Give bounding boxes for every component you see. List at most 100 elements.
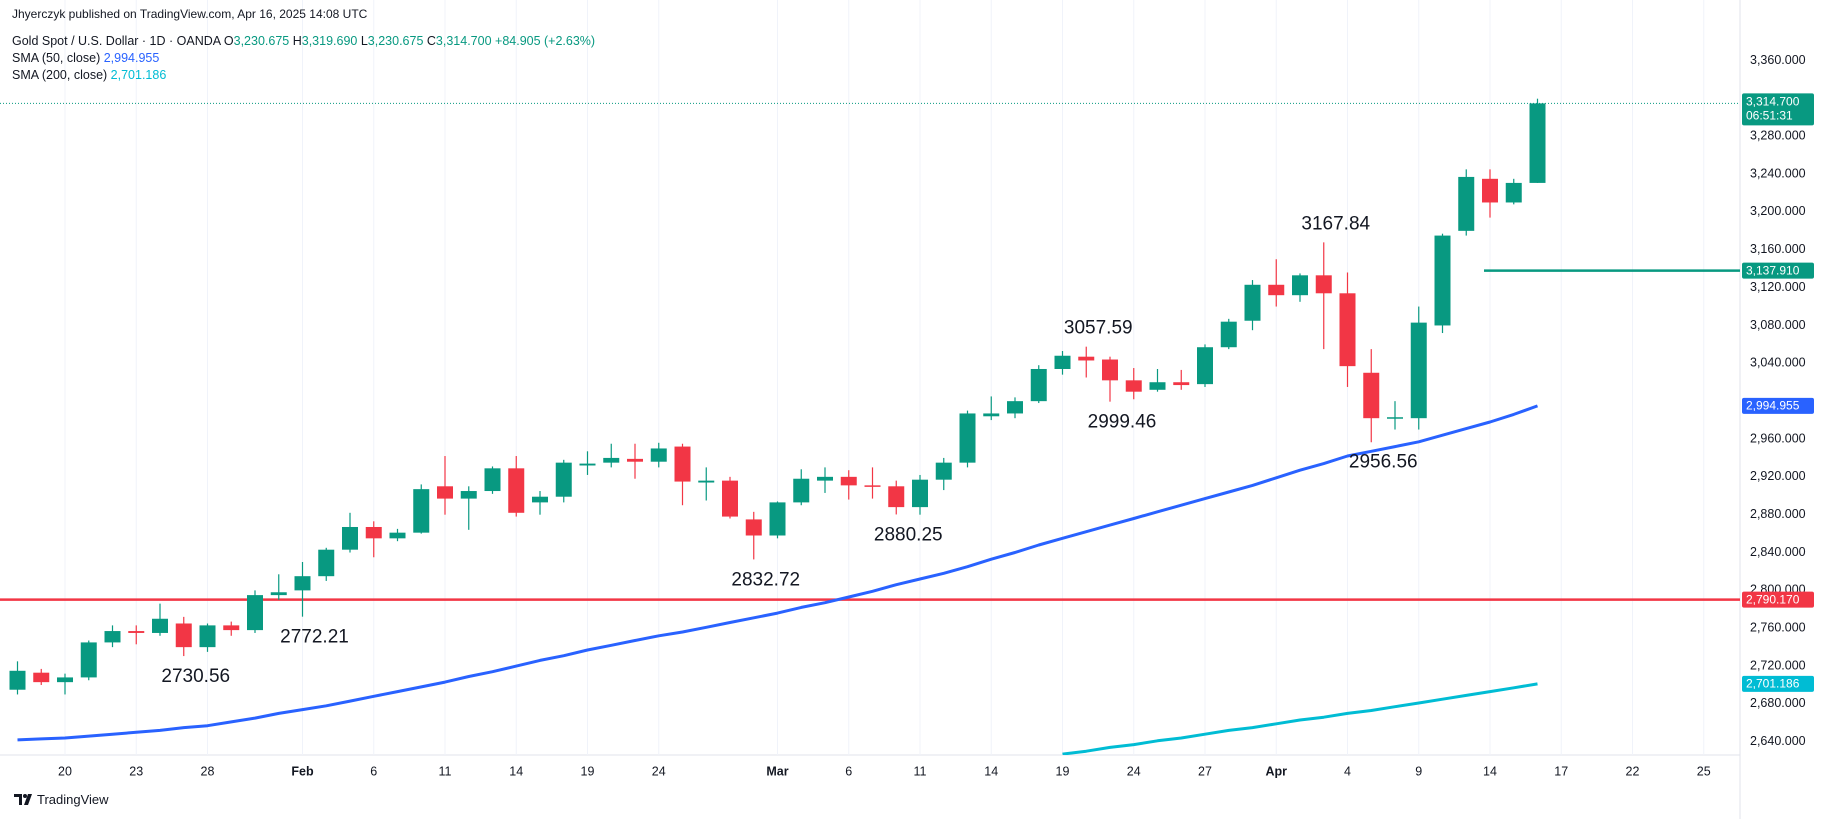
candle-body bbox=[817, 476, 833, 481]
x-tick-label: 14 bbox=[1483, 764, 1497, 778]
y-tick-label: 2,960.000 bbox=[1750, 431, 1806, 445]
y-tick-label: 3,280.000 bbox=[1750, 129, 1806, 143]
countdown-label: 06:51:31 bbox=[1746, 109, 1793, 123]
ohlc-value: 3,314.700 bbox=[435, 34, 492, 48]
y-tick-label: 2,920.000 bbox=[1750, 469, 1806, 483]
x-tick-label: Feb bbox=[291, 764, 314, 778]
plot bbox=[0, 102, 1740, 755]
x-tick-label: 25 bbox=[1697, 764, 1711, 778]
price-badge-label: 2,994.955 bbox=[1746, 399, 1800, 413]
candle-body bbox=[484, 468, 501, 492]
candle-body bbox=[1410, 322, 1427, 419]
ohlc-key: O bbox=[223, 34, 234, 48]
ohlc-value: 3,230.675 bbox=[367, 34, 424, 48]
candle-body bbox=[650, 448, 667, 462]
candle-body bbox=[1529, 103, 1546, 183]
candle-body bbox=[627, 458, 643, 462]
candle-body bbox=[437, 486, 453, 499]
candle-body bbox=[1030, 368, 1047, 402]
candle-body bbox=[745, 519, 762, 536]
price-badge bbox=[1742, 262, 1814, 279]
candle-body bbox=[1054, 355, 1071, 369]
candle-body bbox=[1315, 275, 1332, 294]
candle-body bbox=[223, 625, 240, 631]
y-tick-label: 3,160.000 bbox=[1750, 242, 1806, 256]
candle-body bbox=[769, 502, 786, 536]
candle-body bbox=[888, 486, 905, 508]
x-tick-label: 28 bbox=[201, 764, 215, 778]
sma-legend: SMA (50, close) 2,994.955 bbox=[12, 51, 159, 65]
price-annotation: 2999.46 bbox=[1088, 412, 1157, 433]
ohlc-value: 3,319.690 bbox=[301, 34, 358, 48]
y-tick-label: 3,120.000 bbox=[1750, 280, 1806, 294]
candle-body bbox=[674, 446, 691, 482]
candle-body bbox=[80, 642, 97, 678]
x-tick-label: 27 bbox=[1198, 764, 1212, 778]
candle-body bbox=[983, 413, 1000, 417]
y-tick-label: 3,040.000 bbox=[1750, 356, 1806, 370]
candle-body bbox=[460, 491, 477, 499]
candle-body bbox=[603, 457, 620, 463]
price-annotation: 2730.56 bbox=[161, 666, 230, 687]
sma-value: 2,994.955 bbox=[103, 51, 160, 65]
candle-body bbox=[1268, 284, 1285, 296]
x-tick-label: 23 bbox=[129, 764, 143, 778]
candle-body bbox=[57, 677, 73, 683]
price-badge-label: 3,137.910 bbox=[1746, 263, 1800, 277]
attribution: Jhyerczyk published on TradingView.com, … bbox=[12, 7, 368, 21]
candle-body bbox=[579, 463, 596, 466]
ohlc-key: L bbox=[360, 34, 368, 48]
y-tick-label: 2,840.000 bbox=[1750, 545, 1806, 559]
candle-body bbox=[935, 462, 952, 480]
x-tick-label: 11 bbox=[439, 764, 452, 778]
candle-body bbox=[1387, 417, 1403, 419]
candle-body bbox=[1458, 176, 1475, 231]
candle-body bbox=[1197, 347, 1213, 385]
x-tick-label: 19 bbox=[1056, 764, 1070, 778]
candle-body bbox=[365, 526, 382, 539]
y-tick-label: 3,200.000 bbox=[1750, 204, 1806, 218]
y-tick-label: 2,880.000 bbox=[1750, 507, 1806, 521]
candle-body bbox=[1434, 235, 1451, 326]
candle-body bbox=[508, 468, 525, 513]
sma-line bbox=[17, 404, 1539, 742]
x-tick-label: 24 bbox=[652, 764, 666, 778]
y-tick-label: 3,080.000 bbox=[1750, 318, 1806, 332]
price-badge bbox=[1742, 397, 1814, 414]
y-tick-label: 2,720.000 bbox=[1750, 658, 1806, 672]
candle-body bbox=[1220, 321, 1237, 348]
ohlc-key: C bbox=[426, 34, 436, 48]
sma-line bbox=[1062, 682, 1538, 755]
candle-body bbox=[1007, 401, 1023, 414]
candle-body bbox=[104, 631, 121, 643]
price-annotation: 2832.72 bbox=[731, 569, 800, 590]
candle-body bbox=[722, 480, 738, 517]
candle-body bbox=[1102, 359, 1118, 381]
candle-body bbox=[959, 413, 976, 463]
branding: TradingView bbox=[14, 792, 109, 807]
candle-body bbox=[864, 485, 881, 487]
x-tick-label: 6 bbox=[370, 764, 377, 778]
candle-body bbox=[318, 549, 335, 577]
candle-body bbox=[175, 623, 192, 648]
brand-name: TradingView bbox=[37, 792, 109, 807]
price-annotation: 2880.25 bbox=[874, 524, 943, 545]
candle-body bbox=[1149, 382, 1166, 390]
price-annotation: 3057.59 bbox=[1064, 318, 1133, 339]
candle-body bbox=[840, 476, 857, 486]
y-tick-label: 3,360.000 bbox=[1750, 53, 1806, 67]
candle-body bbox=[294, 576, 311, 591]
candle-body bbox=[152, 618, 168, 633]
candle-body bbox=[698, 480, 715, 483]
x-tick-label: 4 bbox=[1344, 764, 1351, 778]
logo bbox=[14, 794, 32, 805]
candle-body bbox=[912, 479, 928, 508]
x-tick-label: 11 bbox=[914, 764, 927, 778]
x-tick-label: 14 bbox=[984, 764, 998, 778]
candle-body bbox=[247, 595, 263, 631]
candle-body bbox=[1173, 382, 1190, 386]
x-tick-label: 14 bbox=[509, 764, 523, 778]
price-annotation: 3167.84 bbox=[1301, 213, 1370, 234]
